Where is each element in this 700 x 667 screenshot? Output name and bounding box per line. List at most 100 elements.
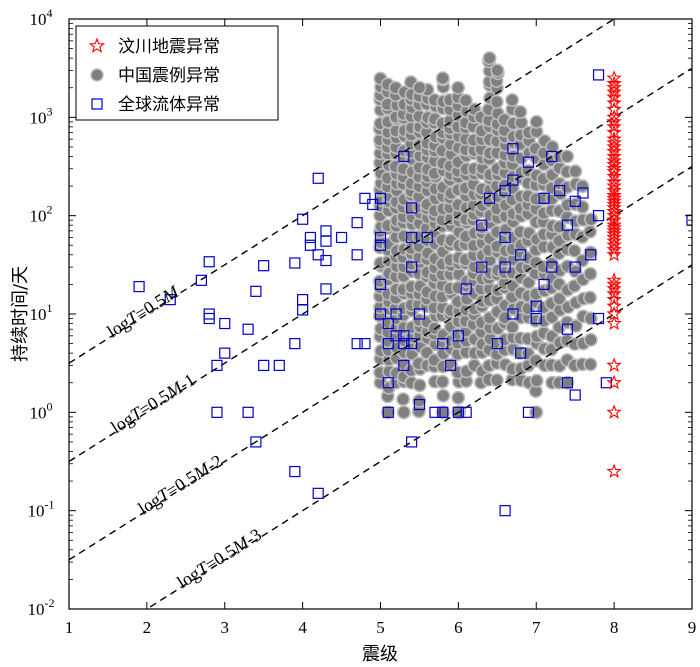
wenchuan-point [606,187,622,203]
wenchuan-point [606,143,622,158]
y-tick-label: 103 [30,104,53,127]
global-point [546,261,558,273]
china-point [505,320,520,335]
reference-line [69,165,692,561]
global-point [437,406,449,418]
wenchuan-point [606,246,622,262]
china-point [560,375,575,390]
global-point [522,156,535,168]
global-point [250,285,262,297]
global-point [491,338,503,350]
reference-line-label: logT=0.5M [103,281,183,342]
china-point [545,139,560,154]
china-point [584,212,599,227]
wenchuan-point [606,241,622,257]
china-point [583,357,598,372]
global-point [359,192,371,204]
wenchuan-point [606,94,622,110]
wenchuan-point [606,291,622,307]
global-point [297,213,309,225]
global-point [444,359,457,372]
x-tick-label: 7 [532,618,541,637]
global-point [515,249,527,261]
china-point [552,291,567,306]
y-tick-label: 10-2 [28,596,55,619]
wenchuan-point [606,138,622,154]
global-point [164,294,176,306]
wenchuan-point [606,404,622,419]
legend-box [75,25,279,121]
china-point [380,405,395,420]
reference-line [69,67,692,463]
wenchuan-point [606,203,622,219]
global-point [374,278,387,290]
china-point [435,71,450,86]
china-point [435,374,450,389]
global-point [374,192,387,204]
x-tick-label: 3 [221,618,230,637]
china-point [489,94,504,109]
global-point [546,150,558,163]
global-point [312,172,324,184]
axis-ticks [68,18,693,610]
china-point [582,290,597,305]
global-point [320,283,332,295]
y-tick-label: 101 [30,301,53,324]
china-point [396,405,411,420]
wenchuan-point [606,131,622,146]
wenchuan-point [606,272,622,287]
global-point [390,308,402,320]
global-point [258,359,270,372]
wenchuan-point [606,163,622,179]
china-point [505,93,520,108]
x-tick-label: 9 [688,618,697,637]
global-point [585,249,597,261]
global-point [304,239,317,251]
wenchuan-point [606,285,622,301]
global-point [312,487,324,499]
china-point [575,179,590,194]
wenchuan-point [606,298,622,313]
china-point [451,390,466,405]
china-point [529,373,544,388]
global-point [359,338,371,350]
y-tick-label: 100 [30,399,53,422]
global-point [398,359,410,372]
global-point [515,347,527,359]
wenchuan-point [606,222,622,238]
global-point [406,261,418,273]
global-point [398,330,410,342]
wenchuan-point [606,207,622,223]
global-point [382,317,394,330]
global-point [398,338,410,350]
global-point [219,317,231,330]
global-point [554,184,566,197]
legend-label-china: 中国震例异常 [118,66,220,86]
global-point [335,231,348,244]
wenchuan-point [606,225,622,241]
china-point [567,243,582,258]
china-point [568,164,583,179]
global-point [312,249,324,261]
y-tick-label: 10-1 [28,498,55,521]
global-point [374,239,387,251]
global-point [530,312,542,325]
china-point [451,80,466,95]
wenchuan-point [606,219,622,235]
global-point [569,195,581,207]
global-point [507,174,519,186]
global-point [203,312,215,325]
wenchuan-point [606,199,622,215]
global-point [406,338,418,350]
global-point [289,257,301,269]
china-point [560,149,575,164]
wenchuan-point [606,237,622,252]
y-tick-label: 102 [30,203,53,226]
wenchuan-point [606,190,622,205]
china-point [436,388,451,403]
reference-line-label: logT=0.5M-3 [173,524,265,592]
global-point [538,278,550,290]
global-point [499,184,511,197]
x-axis-title: 震级 [362,644,398,665]
wenchuan-point [606,315,622,331]
